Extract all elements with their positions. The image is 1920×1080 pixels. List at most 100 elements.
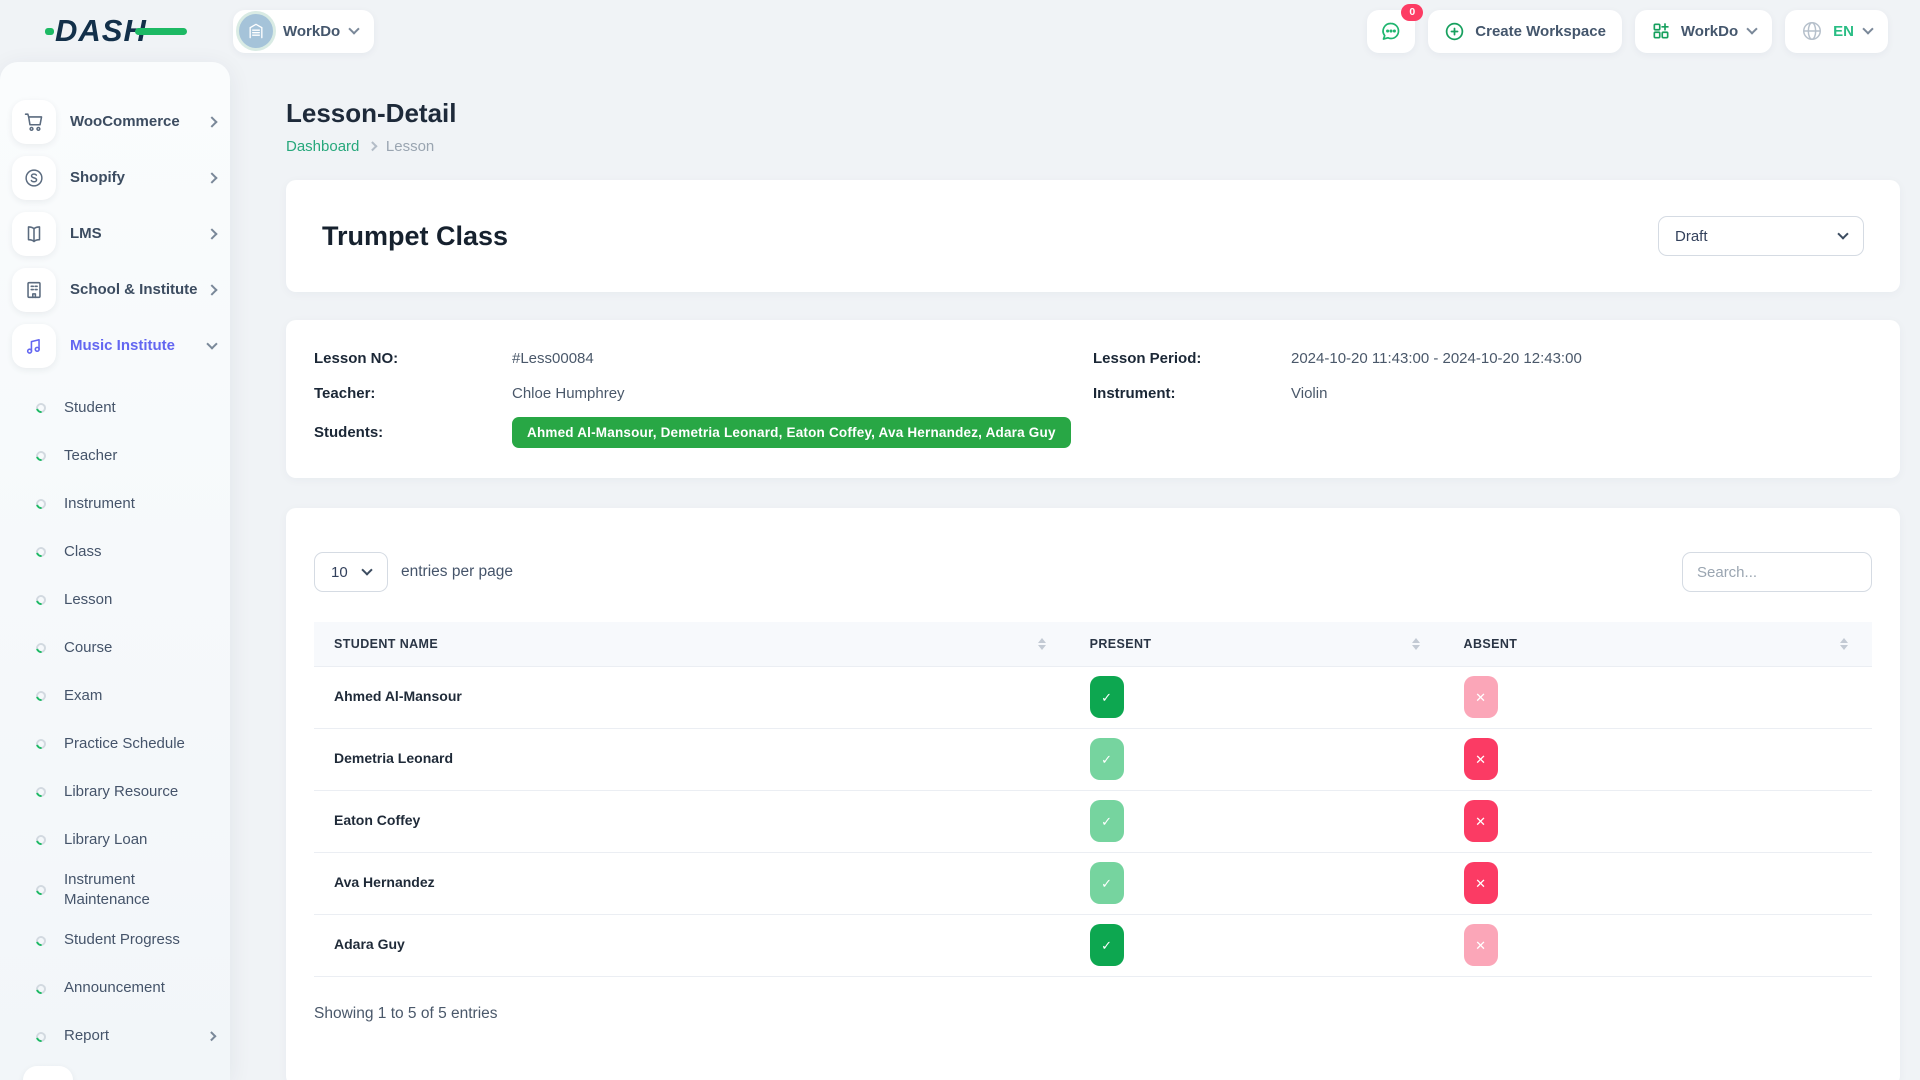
column-header-student-name[interactable]: STUDENT NAME [314,622,1070,666]
bullet-icon [34,737,48,751]
column-header-present[interactable]: PRESENT [1070,622,1444,666]
language-selector[interactable]: EN [1785,9,1888,53]
table-controls: 10 entries per page [314,552,1872,592]
bullet-icon [34,1029,48,1044]
sidebar-item-label: Shopify [70,169,125,186]
lesson-period-row: Lesson Period: 2024-10-20 11:43:00 - 202… [1093,347,1872,369]
app-switcher-label: WorkDo [1680,22,1739,40]
lesson-period-value: 2024-10-20 11:43:00 - 2024-10-20 12:43:0… [1291,349,1582,367]
present-toggle[interactable]: ✓ [1089,924,1124,966]
search-input[interactable] [1682,552,1872,592]
bullet-icon [34,449,48,463]
bullet-icon [34,833,48,847]
workspace-selector[interactable]: WorkDo [233,9,375,53]
app-switcher-button[interactable]: WorkDo [1634,9,1773,53]
column-header-absent[interactable]: ABSENT [1444,622,1872,666]
sidebar-subitem-library-resource[interactable]: Library Resource [0,768,230,816]
building-icon [249,23,263,39]
school-icon [12,268,56,312]
sidebar-item-partial [23,1066,73,1080]
sidebar-subitem-announcement[interactable]: Announcement [0,965,230,1013]
instrument-row: Instrument: Violin [1093,382,1872,404]
chevron-right-icon [206,1031,216,1042]
absent-toggle[interactable]: ✕ [1463,738,1498,780]
sidebar-subitem-course[interactable]: Course [0,624,230,672]
sidebar-item-music-institute[interactable]: Music Institute [0,324,230,368]
bullet-icon [34,545,48,559]
sidebar-subitem-library-loan[interactable]: Library Loan [0,816,230,864]
sidebar-subitem-student[interactable]: Student [0,384,230,432]
attendance-table: STUDENT NAME PRESENT ABSENT [314,622,1872,977]
students-badge: Ahmed Al-Mansour, Demetria Leonard, Eato… [512,417,1071,448]
bullet-icon [34,401,48,415]
sidebar-subitem-lesson[interactable]: Lesson [0,576,230,624]
breadcrumb-current: Lesson [385,138,435,155]
sidebar-item-woocommerce[interactable]: WooCommerce [0,100,230,144]
lesson-period-label: Lesson Period: [1093,349,1202,367]
music-icon [12,324,56,368]
breadcrumb: Dashboard Lesson [286,138,1900,155]
sidebar-subitem-label: Practice Schedule [64,734,185,752]
messages-count-badge: 0 [1401,3,1424,21]
messages-button[interactable]: 0 [1367,3,1424,53]
workspace-label: WorkDo [283,22,341,40]
sidebar-item-shopify[interactable]: Shopify [0,156,230,200]
logo-dash-accent [135,28,187,35]
student-name: Adara Guy [334,936,405,952]
student-name: Demetria Leonard [334,750,454,766]
sidebar-subitem-student-progress[interactable]: Student Progress [0,917,230,965]
entries-per-page-select[interactable]: 10 [314,552,388,592]
sidebar-subitem-label: Report [64,1027,110,1045]
status-select[interactable]: Draft [1658,216,1864,256]
logo-dot-accent [45,28,54,35]
sidebar-subitem-practice-schedule[interactable]: Practice Schedule [0,720,230,768]
sort-icon[interactable] [1411,637,1428,650]
present-toggle[interactable]: ✓ [1089,738,1124,780]
students-label: Students: [314,424,384,441]
sidebar-subitem-instrument-maintenance[interactable]: Instrument Maintenance [0,864,230,917]
main-content: Lesson-Detail Dashboard Lesson Trumpet C… [230,62,1920,1080]
absent-toggle[interactable]: ✕ [1463,676,1498,718]
detail-right-column: Lesson Period: 2024-10-20 11:43:00 - 202… [1093,347,1872,448]
create-workspace-button[interactable]: Create Workspace [1428,9,1622,53]
globe-icon [1803,22,1822,40]
workspace-avatar [239,14,273,48]
chevron-right-icon [206,116,218,128]
absent-toggle[interactable]: ✕ [1463,924,1498,966]
table-footer: Showing 1 to 5 of 5 entries [314,1004,498,1022]
chevron-down-icon [348,23,360,35]
shopify-icon [12,156,56,200]
bullet-icon [34,933,48,948]
breadcrumb-dashboard-link[interactable]: Dashboard [286,138,360,155]
sidebar-item-lms[interactable]: LMS [0,212,230,256]
sort-icon[interactable] [1840,637,1856,650]
table-header: STUDENT NAME PRESENT ABSENT [314,622,1872,666]
sidebar-item-school-institute[interactable]: School & Institute [0,268,230,312]
absent-toggle[interactable]: ✕ [1463,800,1498,842]
present-toggle[interactable]: ✓ [1089,862,1124,904]
present-toggle[interactable]: ✓ [1089,676,1124,718]
sidebar-subitem-class[interactable]: Class [0,528,230,576]
sidebar-sub-nav: Student Teacher Instrument Class Lesson Cours… [0,384,230,1061]
absent-toggle[interactable]: ✕ [1463,862,1498,904]
sidebar-subitem-label: Lesson [64,590,113,608]
sidebar-subitem-report[interactable]: Report [0,1013,230,1061]
present-toggle[interactable]: ✓ [1089,800,1124,842]
sidebar-subitem-label: Student [64,398,116,416]
cart-icon [12,100,56,144]
student-name: Eaton Coffey [334,812,421,828]
chevron-down-icon [1862,23,1874,35]
create-workspace-label: Create Workspace [1475,22,1606,40]
sidebar-subitem-label: Announcement [64,979,165,997]
page-title: Lesson-Detail [286,98,457,128]
sidebar-subitem-teacher[interactable]: Teacher [0,432,230,480]
bullet-icon [34,497,48,511]
logo-text: DASH [55,13,147,48]
chevron-down-icon [1837,228,1849,240]
sort-icon[interactable] [1037,637,1054,650]
lesson-header-card: Trumpet Class Draft [286,180,1900,292]
status-select-value: Draft [1675,227,1708,245]
sidebar-subitem-exam[interactable]: Exam [0,672,230,720]
students-row: Students: Ahmed Al-Mansour, Demetria Leo… [314,417,1093,448]
sidebar-subitem-instrument[interactable]: Instrument [0,480,230,528]
